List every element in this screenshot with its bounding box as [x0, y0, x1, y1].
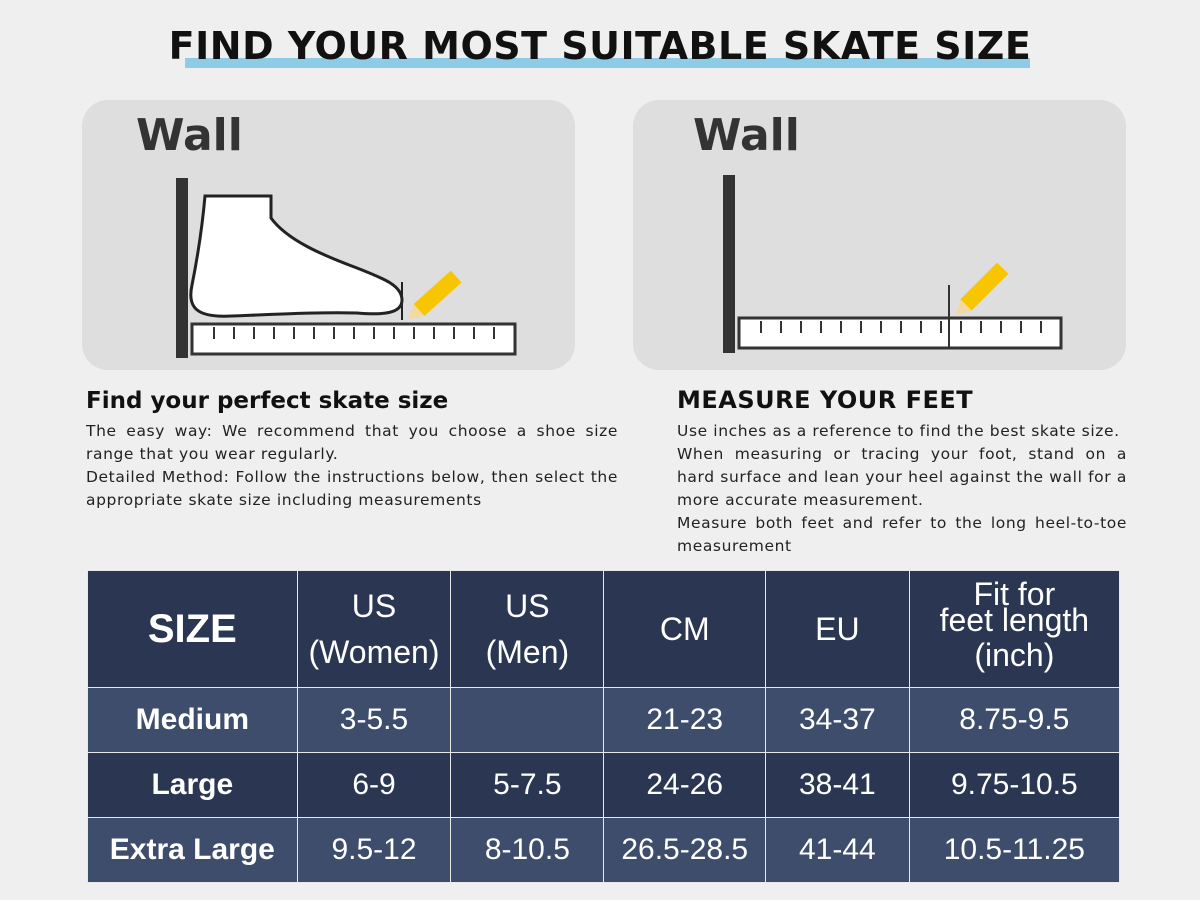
title: FIND YOUR MOST SUITABLE SKATE SIZE: [168, 24, 1032, 68]
table-row: Large 6-9 5-7.5 24-26 38-41 9.75-10.5: [87, 752, 1121, 818]
table-cell: 8-10.5: [450, 817, 605, 883]
wall-label: Wall: [136, 110, 243, 161]
table-cell: 41-44: [765, 817, 910, 883]
header-line: feet length: [939, 602, 1090, 638]
header-line: (Women): [308, 634, 440, 670]
header-row: SIZE US (Women) US (Men) CM EU Fit for feet leng…: [87, 570, 1121, 688]
header-line: CM: [659, 610, 710, 647]
table-cell: 21-23: [603, 687, 767, 753]
table-cell: Medium: [87, 687, 298, 753]
section-heading: Find your perfect skate size: [86, 388, 449, 414]
wall-label: Wall: [693, 110, 800, 161]
table-cell: 38-41: [765, 752, 910, 818]
header-cell: US (Women): [296, 570, 452, 688]
header-cell: CM: [603, 570, 767, 688]
header-line: (Men): [485, 634, 570, 670]
table-cell: 34-37: [765, 687, 910, 753]
header-cell: Fit for feet length (inch): [908, 570, 1121, 688]
size-table: SIZE US (Women) US (Men) CM EU Fit for feet leng…: [87, 570, 1121, 883]
header-line: EU: [815, 610, 860, 647]
table-cell: Extra Large: [87, 817, 298, 883]
table-cell: 5-7.5: [450, 752, 605, 818]
paragraph: Use inches as a reference to find the be…: [677, 422, 1120, 440]
table-cell: 3-5.5: [296, 687, 452, 753]
header-cell: US (Men): [450, 570, 605, 688]
header-line: (inch): [974, 637, 1055, 673]
paragraph: When measuring or tracing your foot, sta…: [677, 445, 1127, 509]
table-cell: 9.5-12: [296, 817, 452, 883]
paragraph: Measure both feet and refer to the long …: [677, 514, 1127, 555]
table-cell: 10.5-11.25: [908, 817, 1121, 883]
section-heading: MEASURE YOUR FEET: [677, 386, 974, 414]
panel-ruler: Wall: [633, 100, 1126, 370]
title-underline: [185, 58, 1030, 68]
foot-illustration: [176, 178, 517, 358]
table-cell: 8.75-9.5: [908, 687, 1121, 753]
header-cell: EU: [765, 570, 910, 688]
table-cell: 6-9: [296, 752, 452, 818]
ruler-illustration: [723, 175, 1063, 353]
table-cell: 26.5-28.5: [603, 817, 767, 883]
panel-foot: Wall: [82, 100, 575, 370]
table-row: Medium 3-5.5 21-23 34-37 8.75-9.5: [87, 687, 1121, 753]
paragraph: The easy way: We recommend that you choo…: [86, 422, 618, 463]
header-line: US: [351, 588, 397, 624]
table-cell: Large: [87, 752, 298, 818]
header-cell: SIZE: [87, 570, 298, 688]
header-line: SIZE: [147, 606, 237, 651]
header-line: US: [505, 588, 550, 624]
table-cell: 24-26: [603, 752, 767, 818]
section: Find your perfect skate size The easy wa…: [86, 388, 618, 512]
header-line: Fit for: [973, 576, 1056, 612]
table-cell: [450, 687, 605, 753]
paragraph: Detailed Method: Follow the instructions…: [86, 468, 618, 509]
table-row: Extra Large 9.5-12 8-10.5 26.5-28.5 41-44 10.…: [87, 817, 1121, 883]
table-cell: 9.75-10.5: [908, 752, 1121, 818]
section: MEASURE YOUR FEET Use inches as a refere…: [677, 386, 1127, 558]
